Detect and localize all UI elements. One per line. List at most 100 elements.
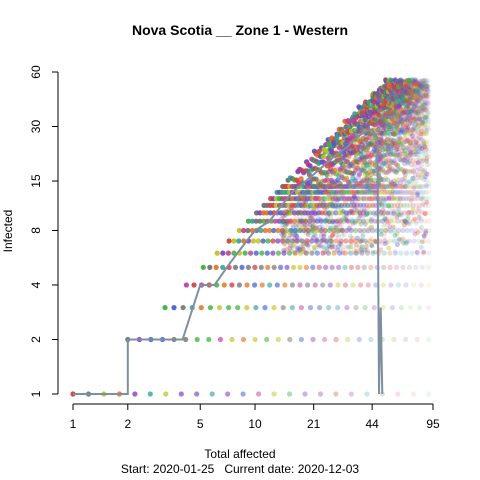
simulation-point: [395, 210, 401, 216]
simulation-point: [416, 140, 421, 146]
simulation-point: [394, 146, 400, 152]
simulation-point: [406, 104, 411, 109]
simulation-point: [356, 336, 362, 343]
simulation-point: [326, 211, 332, 217]
simulation-point: [359, 249, 364, 255]
simulation-point: [294, 238, 300, 244]
simulation-point: [378, 153, 384, 159]
simulation-point: [401, 157, 407, 163]
simulation-point: [426, 109, 432, 115]
simulation-point: [390, 123, 395, 128]
simulation-point: [409, 114, 415, 120]
simulation-point: [405, 128, 410, 134]
simulation-point: [358, 207, 364, 213]
simulation-point: [420, 92, 426, 98]
simulation-point: [280, 305, 286, 311]
simulation-point: [414, 93, 420, 99]
simulation-point: [396, 212, 401, 218]
simulation-point: [296, 195, 302, 201]
simulation-point: [416, 122, 422, 128]
simulation-point: [380, 195, 386, 201]
simulation-point: [405, 168, 411, 174]
simulation-point: [368, 172, 374, 178]
simulation-point: [404, 137, 410, 144]
simulation-point: [426, 336, 432, 343]
simulation-point: [417, 117, 423, 123]
simulation-point: [402, 124, 408, 130]
simulation-point: [408, 81, 414, 87]
simulation-point: [392, 131, 398, 136]
simulation-point: [365, 186, 370, 191]
simulation-point: [304, 191, 309, 196]
simulation-point: [406, 169, 413, 175]
simulation-point: [302, 194, 308, 200]
simulation-point: [317, 172, 323, 178]
simulation-point: [426, 264, 432, 270]
simulation-point: [400, 157, 406, 163]
simulation-point: [359, 141, 365, 147]
simulation-point: [408, 130, 414, 136]
simulation-point: [409, 120, 415, 127]
simulation-point: [419, 137, 425, 143]
simulation-point: [226, 305, 232, 311]
simulation-point: [352, 204, 357, 210]
simulation-point: [354, 216, 360, 222]
simulation-point: [178, 391, 184, 397]
simulation-point: [379, 154, 385, 160]
simulation-point: [410, 92, 416, 98]
simulation-point: [404, 89, 410, 95]
simulation-point: [412, 183, 418, 190]
simulation-point: [350, 196, 356, 202]
simulation-point: [400, 189, 406, 195]
simulation-point: [403, 83, 409, 89]
simulation-point: [408, 168, 414, 174]
simulation-point: [298, 193, 304, 199]
simulation-point: [364, 229, 370, 235]
simulation-point: [236, 238, 242, 244]
simulation-point: [379, 121, 385, 127]
simulation-point: [303, 250, 309, 256]
simulation-point: [267, 282, 273, 288]
simulation-point: [239, 264, 245, 270]
simulation-point: [388, 202, 394, 208]
simulation-point: [404, 124, 410, 131]
simulation-point: [310, 223, 316, 229]
simulation-point: [324, 189, 330, 195]
simulation-point: [411, 124, 417, 130]
simulation-point: [397, 135, 403, 141]
simulation-point: [423, 84, 429, 90]
simulation-point: [313, 176, 319, 182]
simulation-point: [342, 282, 348, 288]
simulation-point: [400, 183, 406, 190]
simulation-point: [397, 183, 404, 190]
simulation-point: [425, 111, 431, 117]
simulation-point: [422, 89, 428, 95]
simulation-point: [379, 140, 385, 146]
simulation-point: [329, 233, 335, 238]
simulation-point: [406, 101, 412, 107]
simulation-point: [342, 165, 348, 171]
simulation-point: [313, 239, 319, 245]
simulation-point: [365, 248, 371, 254]
simulation-point: [353, 218, 359, 224]
simulation-point: [392, 131, 397, 137]
simulation-point: [398, 236, 404, 242]
simulation-point: [402, 115, 409, 121]
simulation-point: [365, 227, 372, 234]
y-axis-label: Infected: [1, 209, 15, 253]
simulation-point: [259, 250, 265, 256]
simulation-point: [403, 158, 409, 164]
simulation-point: [316, 215, 321, 221]
simulation-point: [405, 189, 411, 195]
simulation-point: [339, 232, 345, 238]
simulation-point: [379, 189, 385, 195]
simulation-point: [358, 213, 363, 219]
simulation-point: [402, 109, 408, 115]
simulation-point: [299, 238, 305, 244]
simulation-point: [163, 391, 169, 397]
simulation-point: [396, 238, 403, 244]
simulation-point: [220, 264, 226, 270]
simulation-point: [426, 122, 432, 128]
simulation-point: [253, 250, 259, 256]
simulation-point: [406, 100, 412, 106]
